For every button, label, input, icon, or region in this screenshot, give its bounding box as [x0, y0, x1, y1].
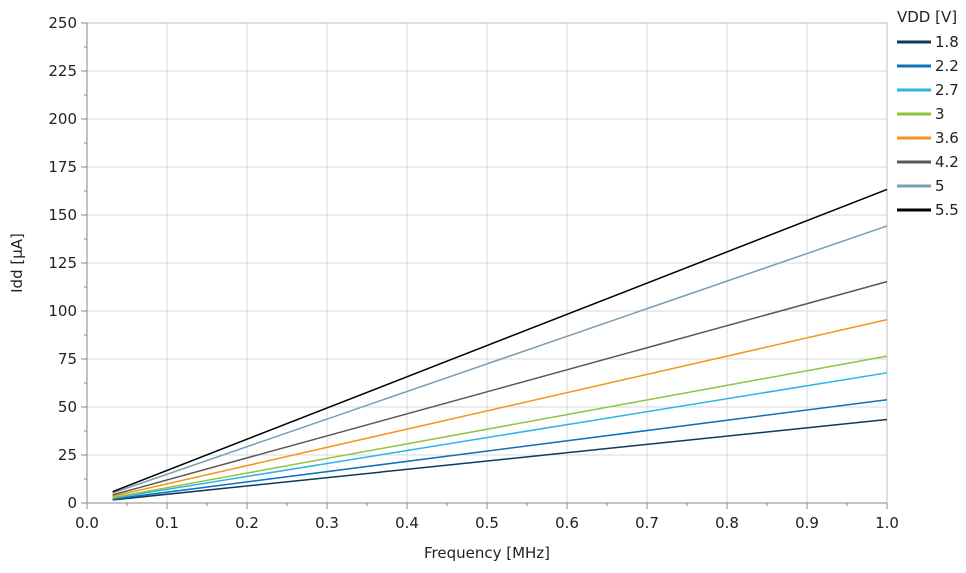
x-tick-label: 0.9	[795, 514, 819, 532]
legend-label-vdd-2-7: 2.7	[935, 81, 959, 99]
y-tick-label: 75	[58, 350, 77, 368]
series-line-vdd-1-8	[112, 418, 888, 501]
y-tick-label: 125	[48, 254, 77, 272]
y-tick-label: 150	[48, 206, 77, 224]
y-tick-label: 225	[48, 62, 77, 80]
series-lines	[112, 188, 888, 501]
y-tick-label: 25	[58, 446, 77, 464]
x-tick-label: 0.7	[635, 514, 659, 532]
legend-label-vdd-3: 3	[935, 105, 945, 123]
axes: 0.0 0.1 0.2 0.3 0.4 0.5 0.6 0.7 0.8 0.9 1.0 0 25 50 75…	[48, 14, 899, 532]
series-line-vdd-5	[112, 225, 888, 494]
legend-label-vdd-3-6: 3.6	[935, 129, 959, 147]
x-tick-label: 0.6	[555, 514, 579, 532]
y-tick-label: 100	[48, 302, 77, 320]
x-tick-label: 1.0	[875, 514, 899, 532]
x-tick-label: 0.5	[475, 514, 499, 532]
series-line-vdd-3-6	[112, 318, 888, 498]
series-line-vdd-5-5	[112, 188, 888, 493]
x-axis-label: Frequency [MHz]	[424, 544, 550, 562]
x-tick-label: 0.3	[315, 514, 339, 532]
series-line-vdd-2-2	[112, 398, 888, 500]
x-tick-label: 0.1	[155, 514, 179, 532]
x-tick-label: 0.4	[395, 514, 419, 532]
y-tick-label: 50	[58, 398, 77, 416]
series-line-vdd-2-7	[112, 372, 888, 499]
y-tick-label: 200	[48, 110, 77, 128]
legend: VDD [V] 1.8 2.2 2.7 3 3.6 4.2 5 5.5	[897, 8, 959, 219]
series-line-vdd-4-2	[112, 280, 888, 496]
series-line-vdd-3	[112, 355, 888, 499]
x-tick-label: 0.0	[75, 514, 99, 532]
legend-title: VDD [V]	[897, 8, 957, 26]
legend-label-vdd-2-2: 2.2	[935, 57, 959, 75]
x-tick-label: 0.2	[235, 514, 259, 532]
y-axis-label: Idd [µA]	[8, 233, 26, 293]
x-tick-label: 0.8	[715, 514, 739, 532]
y-tick-label: 175	[48, 158, 77, 176]
y-tick-label: 250	[48, 14, 77, 32]
legend-label-vdd-1-8: 1.8	[935, 33, 959, 51]
legend-label-vdd-5-5: 5.5	[935, 201, 959, 219]
grid	[86, 22, 888, 504]
y-tick-label: 0	[67, 494, 77, 512]
legend-label-vdd-5: 5	[935, 177, 945, 195]
legend-label-vdd-4-2: 4.2	[935, 153, 959, 171]
